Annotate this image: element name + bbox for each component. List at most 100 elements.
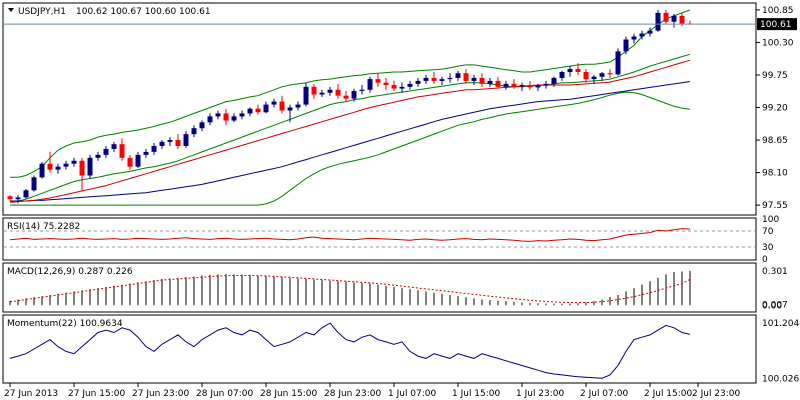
candle-body	[151, 145, 157, 152]
time-tick-label: 1 Jul 07:00	[388, 389, 437, 399]
candle-body	[79, 160, 85, 176]
candle-body	[87, 157, 93, 176]
candle-body	[535, 85, 541, 88]
candle-body	[607, 73, 613, 75]
candle-body	[319, 92, 325, 95]
bollinger-upper-line	[10, 9, 691, 178]
time-tick-label: 27 Jun 23:00	[132, 389, 189, 399]
candle-body	[503, 83, 509, 87]
candle-body	[175, 140, 181, 146]
candle-body	[71, 160, 77, 164]
macd-panel	[2, 262, 757, 313]
candle-body	[55, 166, 61, 170]
axis-labels: 100.61 100.85 100.30 99.75 99.20 98.65 98.10 97…	[4, 6, 800, 399]
candle-body	[335, 89, 341, 96]
candle-body	[567, 69, 573, 73]
candle-body	[423, 77, 429, 81]
candle-body	[239, 113, 245, 117]
ma-fast-line	[9, 59, 691, 203]
rsi-tick-label: 30	[762, 243, 774, 253]
candle-body	[511, 83, 517, 87]
momentum-title: Momentum(22) 100.9634	[7, 319, 123, 329]
time-tick-label: 2 Jul 23:00	[692, 389, 741, 399]
candle-body	[263, 104, 269, 113]
candle-body	[591, 76, 597, 80]
macd-tick-label: 0.00	[762, 301, 782, 311]
rsi-line	[9, 228, 691, 242]
candle-body	[199, 122, 205, 129]
candle-body	[167, 140, 173, 142]
candle-body	[95, 154, 101, 158]
time-tick-label: 28 Jun 07:00	[196, 389, 253, 399]
candle-body	[599, 73, 605, 77]
rsi-plot	[4, 228, 755, 248]
momentum-tick-label: 101.2044	[762, 319, 800, 329]
macd-title: MACD(12,26,9) 0.287 0.226	[7, 267, 133, 277]
candle-body	[359, 89, 365, 91]
time-tick-label: 2 Jul 07:00	[580, 389, 629, 399]
price-title: USDJPY,H1	[18, 7, 66, 17]
price-ohlc: 100.62 100.67 100.60 100.61	[76, 7, 211, 17]
rsi-title: RSI(14) 75.2282	[7, 222, 80, 232]
dropdown-triangle-icon[interactable]	[8, 8, 14, 12]
rsi-tick-label: 70	[762, 227, 774, 237]
candle-body	[103, 148, 109, 155]
candle-body	[303, 86, 309, 105]
candle-body	[207, 116, 213, 123]
current-price-label-bg	[757, 18, 797, 31]
candle-body	[15, 197, 21, 200]
time-tick-label: 28 Jun 15:00	[260, 389, 317, 399]
candle-body	[255, 108, 261, 113]
candle-body	[639, 33, 645, 37]
candle-body	[327, 89, 333, 93]
candle-body	[631, 36, 637, 40]
momentum-plot	[9, 322, 691, 379]
price-panel	[2, 2, 757, 216]
bollinger-middle-line	[9, 53, 691, 203]
candle-body	[135, 154, 141, 167]
candle-body	[663, 12, 669, 22]
time-tick-label: 27 Jun 15:00	[68, 389, 125, 399]
candle-body	[415, 80, 421, 84]
candle-body	[215, 113, 221, 117]
ma-slow-line	[10, 81, 691, 202]
candle-body	[47, 163, 53, 170]
candle-body	[455, 73, 461, 78]
candle-body	[647, 30, 653, 34]
time-tick-label: 27 Jun 2013	[4, 389, 58, 399]
price-plot	[4, 9, 755, 206]
rsi-tick-label: 100	[762, 215, 779, 225]
candle-body	[655, 12, 661, 31]
candle-body	[551, 77, 557, 84]
candle-body	[615, 51, 621, 75]
candle-body	[679, 15, 685, 24]
candle-body	[583, 72, 589, 80]
candle-body	[519, 85, 525, 87]
candle-body	[431, 77, 437, 81]
candle-body	[575, 69, 581, 73]
candle-body	[407, 83, 413, 87]
candle-body	[287, 107, 293, 111]
candle-body	[343, 95, 349, 99]
price-tick-label: 98.65	[762, 136, 788, 146]
candle-body	[471, 77, 477, 81]
candle-body	[391, 85, 397, 89]
candle-body	[463, 73, 469, 81]
candle-body	[279, 101, 285, 111]
bollinger-lower-line	[10, 91, 691, 206]
candle-body	[63, 163, 69, 167]
price-tick-label: 98.10	[762, 169, 788, 179]
candle-body	[487, 80, 493, 84]
candle-body	[375, 79, 381, 83]
price-tick-label: 100.30	[762, 38, 794, 48]
candle-body	[399, 86, 405, 89]
candle-body	[159, 141, 165, 146]
candle-body	[191, 128, 197, 135]
candle-body	[7, 196, 13, 200]
candle-body	[295, 104, 301, 108]
candle-body	[447, 77, 453, 80]
candle-body	[383, 82, 389, 86]
candle-body	[543, 83, 549, 86]
macd-tick-label: 0.301	[762, 267, 788, 277]
rsi-tick-label: 0	[762, 255, 768, 265]
